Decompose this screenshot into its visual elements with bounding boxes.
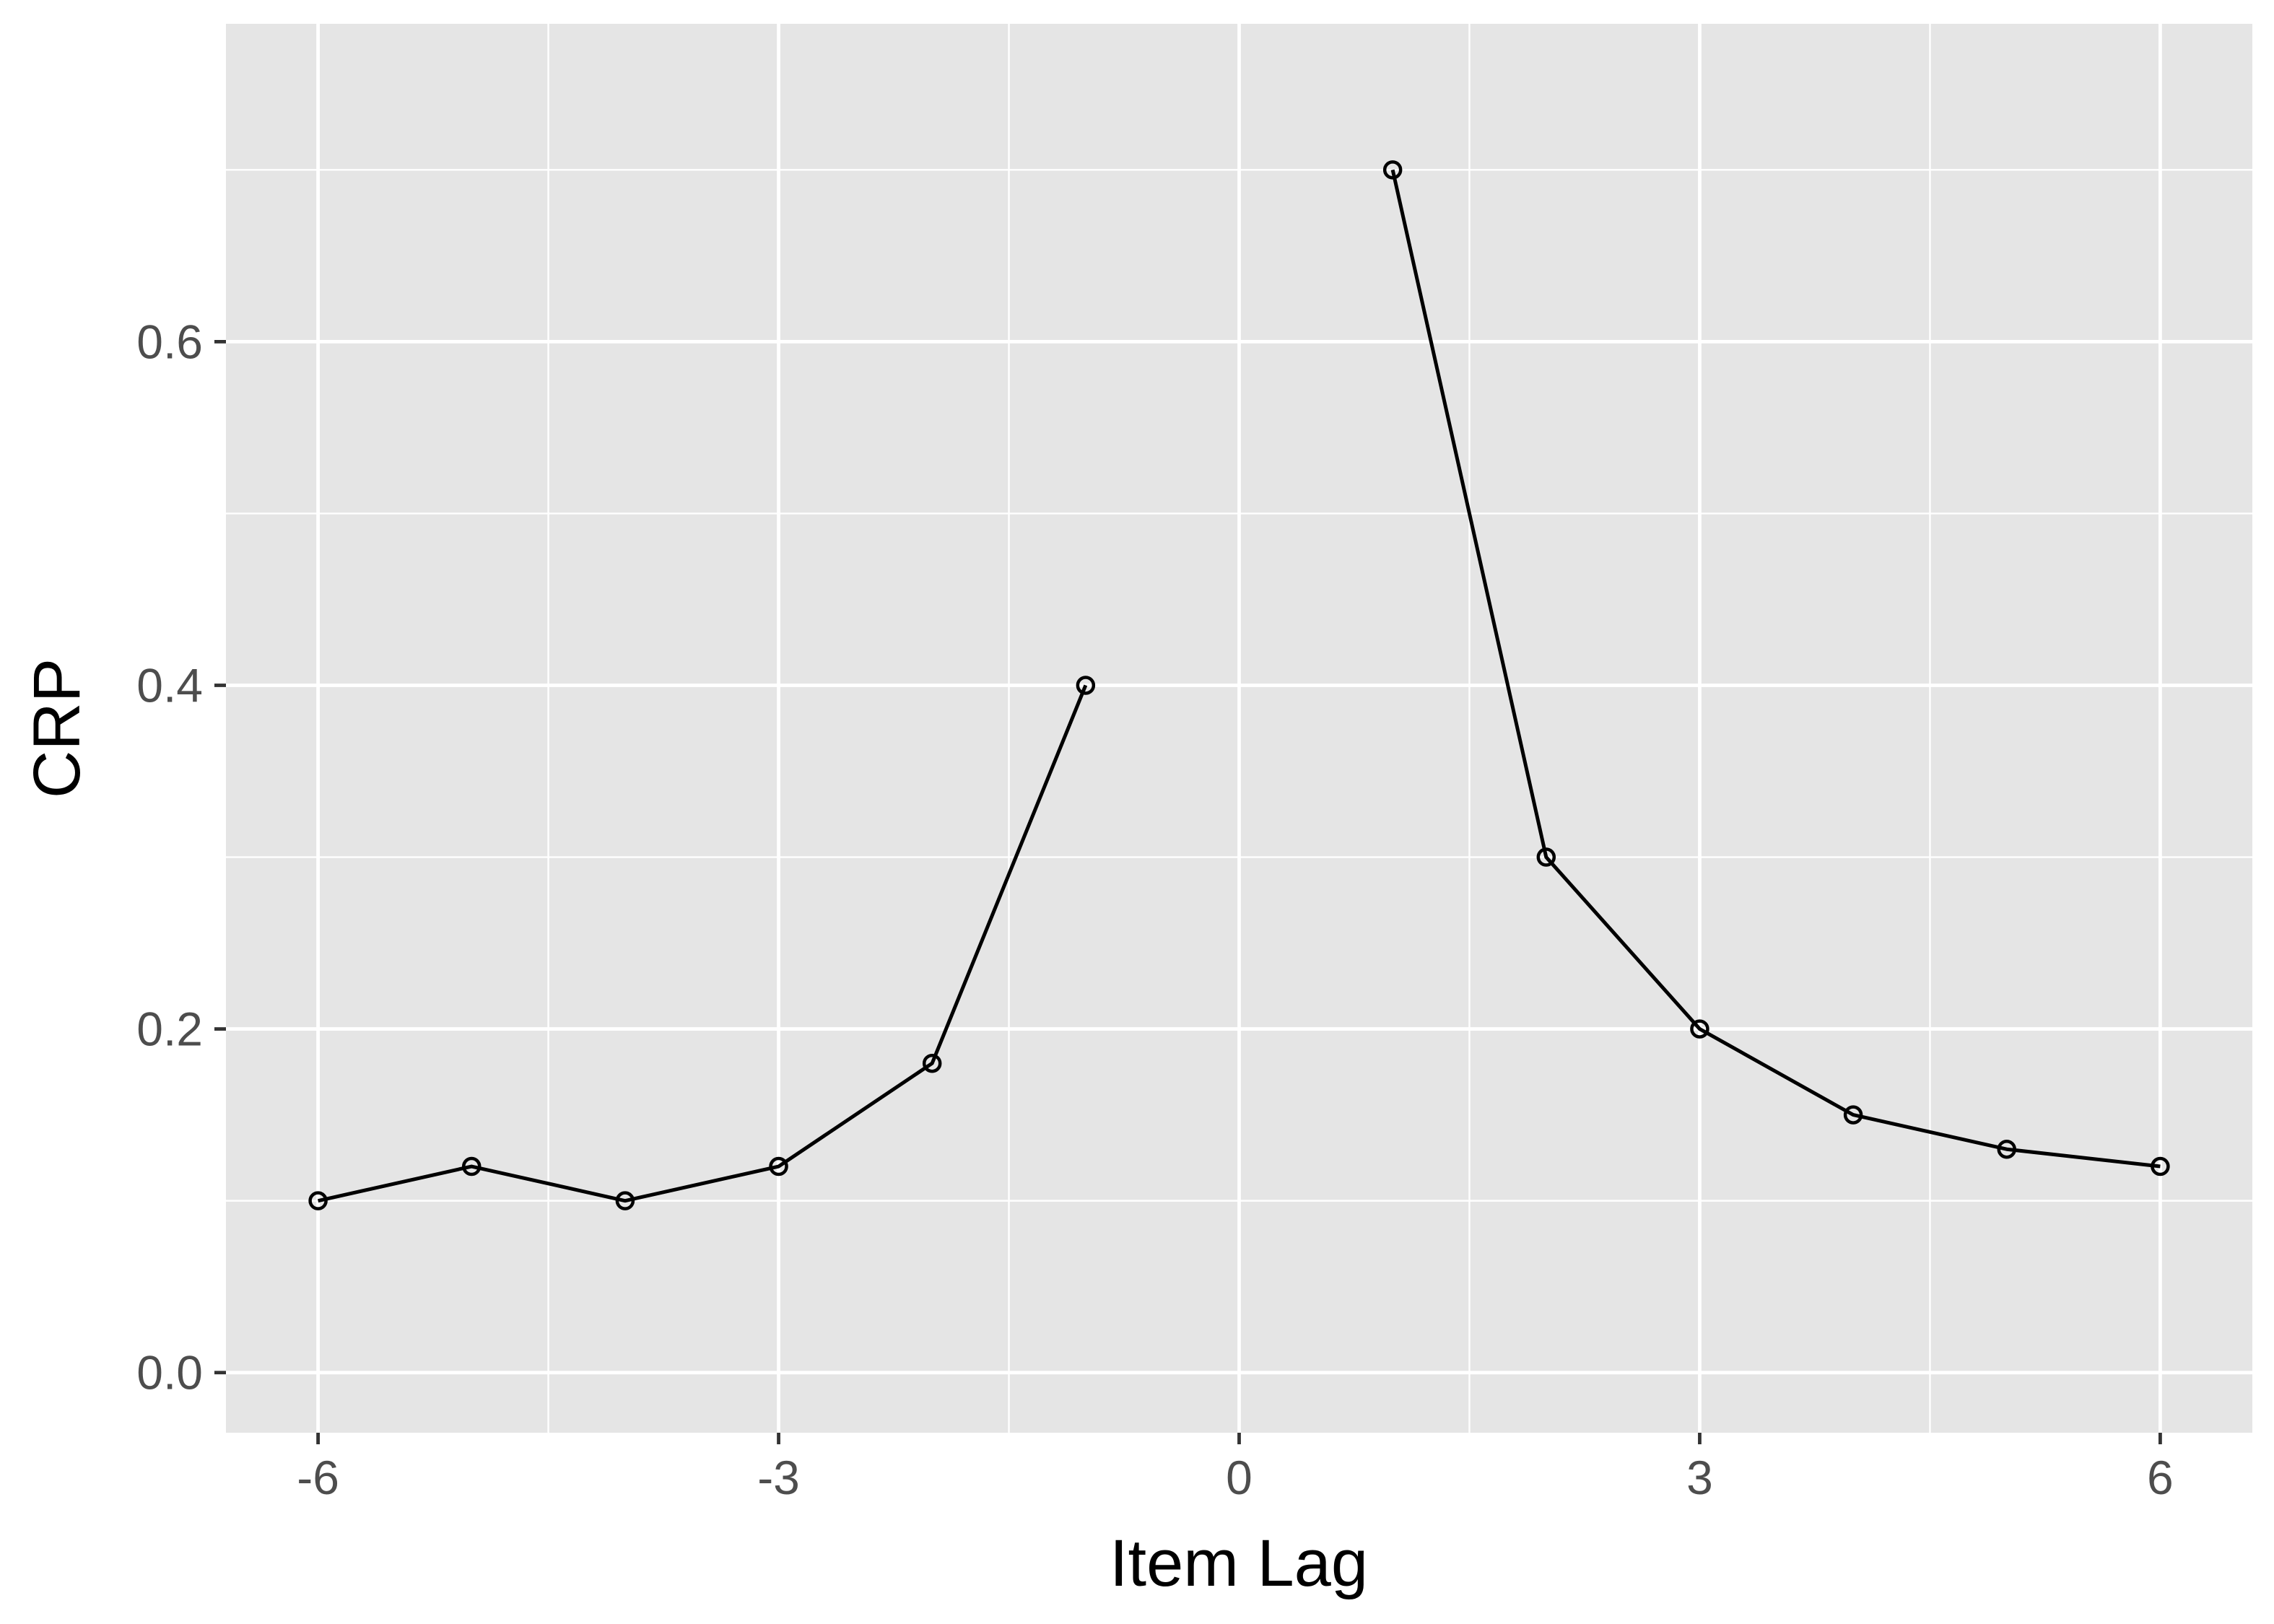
data-point bbox=[1997, 1139, 2017, 1159]
data-point bbox=[1843, 1105, 1863, 1125]
y-tick-label: 0.0 bbox=[136, 1346, 203, 1400]
y-axis: 0.0 0.2 0.4 0.6 bbox=[136, 315, 226, 1400]
y-tick-label: 0.4 bbox=[136, 658, 203, 712]
x-axis: -6 -3 0 3 6 bbox=[297, 1433, 2174, 1504]
data-point bbox=[1690, 1019, 1709, 1039]
data-point bbox=[1536, 847, 1556, 867]
y-axis-title: CRP bbox=[20, 658, 94, 798]
x-tick-label: -3 bbox=[757, 1451, 800, 1504]
x-axis-title: Item Lag bbox=[1110, 1527, 1368, 1600]
y-tick-label: 0.6 bbox=[136, 315, 203, 368]
data-point bbox=[308, 1191, 328, 1210]
data-point bbox=[1076, 676, 1096, 695]
data-point bbox=[615, 1191, 635, 1210]
x-tick-label: -6 bbox=[297, 1451, 339, 1504]
data-point bbox=[1382, 160, 1403, 180]
x-tick-label: 6 bbox=[2147, 1451, 2174, 1504]
major-gridlines bbox=[226, 24, 2252, 1433]
y-tick-label: 0.2 bbox=[136, 1003, 203, 1056]
data-point bbox=[922, 1053, 942, 1073]
data-point bbox=[461, 1156, 482, 1176]
series-line bbox=[1390, 169, 2161, 1169]
series-line bbox=[318, 684, 1088, 1203]
series-layer bbox=[308, 160, 2170, 1210]
x-tick-label: 0 bbox=[1226, 1451, 1253, 1504]
data-point bbox=[769, 1156, 788, 1176]
data-point bbox=[2151, 1156, 2170, 1176]
x-tick-label: 3 bbox=[1686, 1451, 1713, 1504]
